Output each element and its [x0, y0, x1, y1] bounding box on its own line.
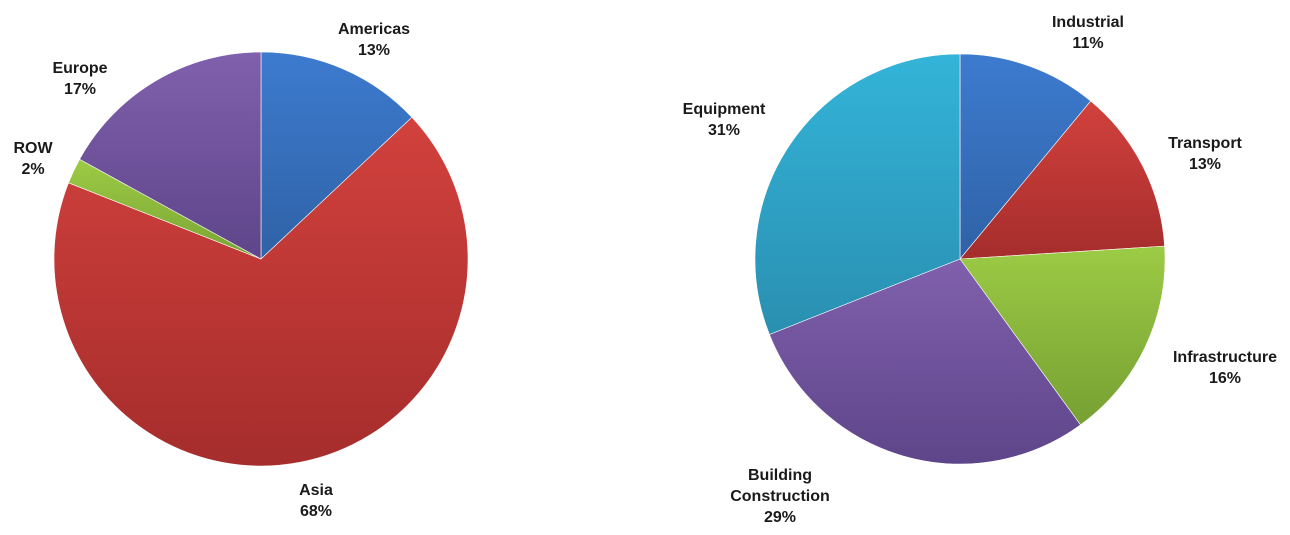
slice-label-transport: Transport 13%	[1168, 135, 1242, 173]
slice-label-building-construction: Building Construction 29%	[730, 467, 830, 526]
pie-slice-asia	[53, 116, 469, 467]
pie-slice-europe	[79, 51, 262, 260]
slice-label-industrial: Industrial 11%	[1052, 14, 1124, 52]
slice-label-americas: Americas 13%	[338, 21, 410, 59]
pie-slice-americas	[260, 51, 413, 260]
slice-label-infrastructure: Infrastructure 16%	[1173, 349, 1277, 387]
slice-label-europe: Europe 17%	[52, 60, 107, 98]
pie-slice-building-construction	[769, 258, 1081, 465]
slice-label-equipment: Equipment 31%	[683, 101, 766, 139]
region-pie-chart: Americas 13% Asia 68% ROW 2% Europe 17%	[13, 21, 469, 520]
slice-label-asia: Asia 68%	[299, 482, 333, 520]
pie-slice-equipment	[754, 53, 961, 335]
pie-slice-infrastructure	[959, 245, 1166, 426]
pie-slice-industrial	[959, 53, 1092, 260]
pie-slice-transport	[959, 100, 1165, 260]
sector-pie-chart: Industrial 11% Transport 13% Infrastructure 1…	[683, 14, 1277, 526]
slice-label-row: ROW 2%	[13, 140, 53, 178]
